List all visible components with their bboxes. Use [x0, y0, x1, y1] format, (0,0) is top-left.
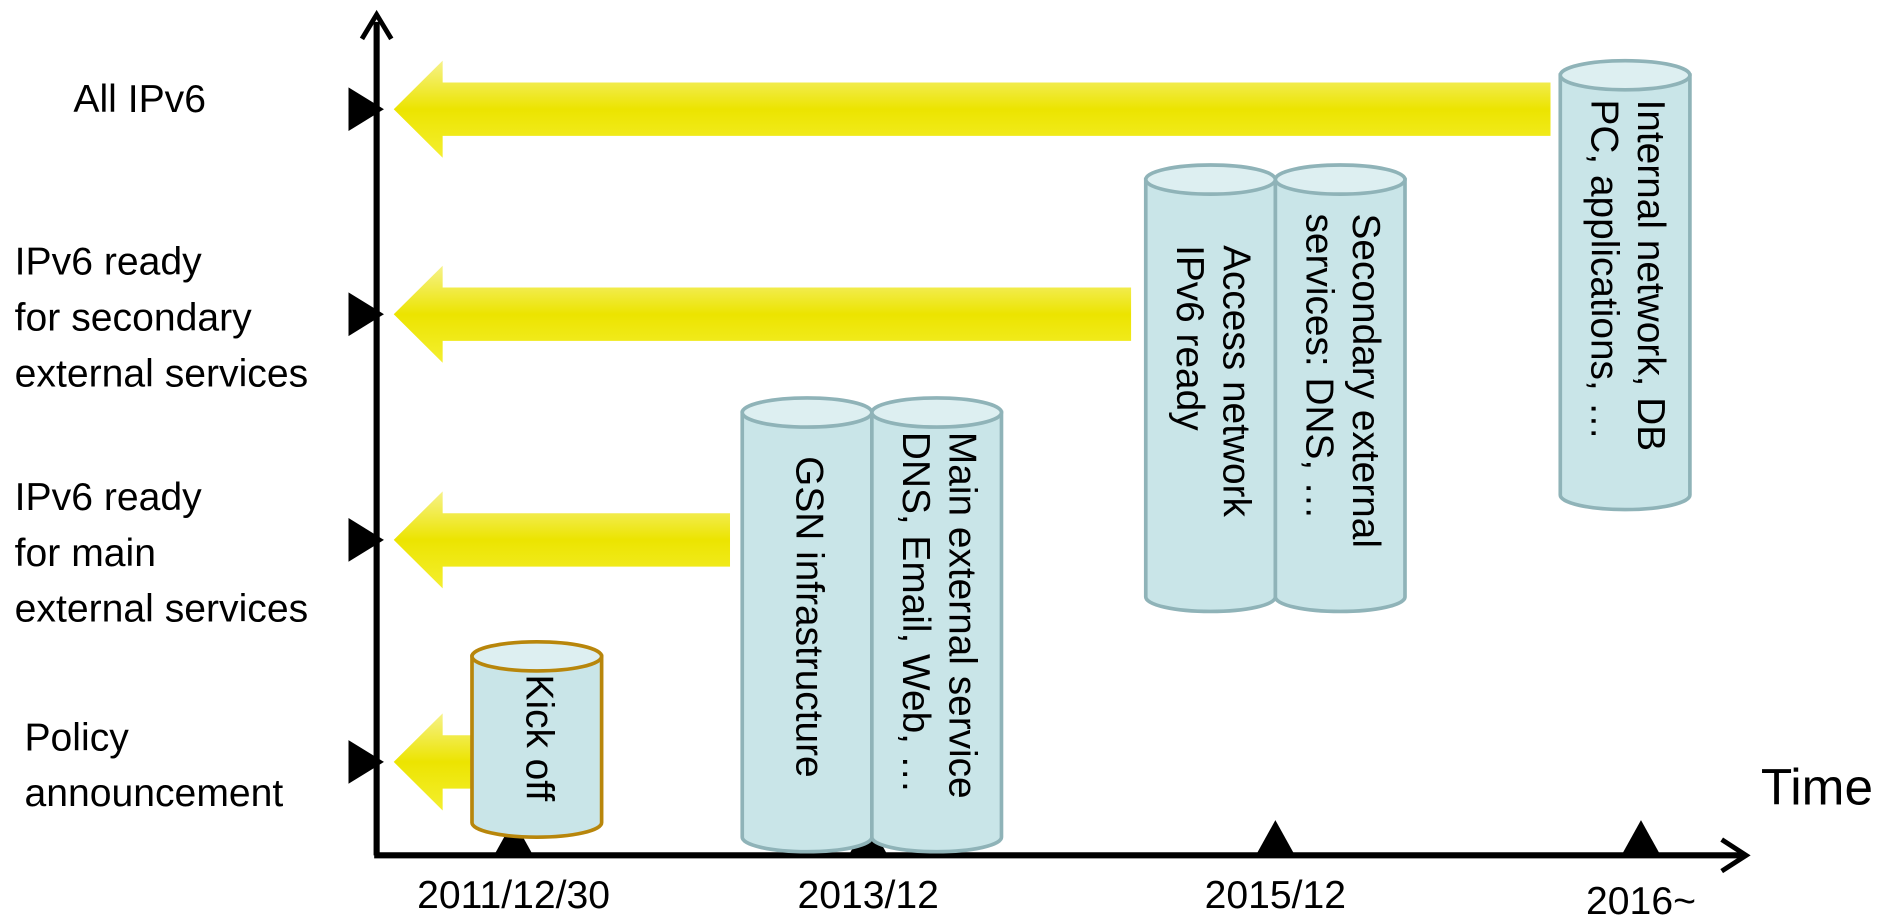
- cylinder-label: Internal network, DB: [1629, 99, 1672, 451]
- cylinder-label: IPv6 ready: [1168, 245, 1211, 431]
- level-arrow: [393, 713, 475, 811]
- level-marker: [348, 292, 384, 337]
- cylinder: [740, 410, 874, 854]
- level-marker: [348, 740, 384, 784]
- cylinder: [1143, 177, 1278, 614]
- axis-label: Time: [1761, 759, 1873, 816]
- cylinder-label: Secondary external: [1344, 214, 1387, 548]
- level-label: external services: [15, 588, 309, 631]
- cylinder-label: DNS, Email, Web, …: [894, 432, 937, 794]
- date-marker: [1621, 820, 1661, 856]
- cylinder-top: [1273, 163, 1407, 196]
- cylinder-label: Kick off: [517, 675, 560, 802]
- date-label: 2013/12: [797, 874, 938, 916]
- level-arrow: [393, 60, 1551, 158]
- cylinder-label: services: DNS, …: [1298, 214, 1341, 520]
- cylinder-top: [1558, 58, 1692, 92]
- cylinder-top: [470, 639, 604, 673]
- level-arrow: [393, 491, 731, 589]
- cylinder: [1273, 177, 1407, 614]
- level-label: IPv6 ready: [15, 241, 203, 284]
- cylinder-label: Main external service: [941, 432, 984, 799]
- level-label: external services: [15, 352, 309, 395]
- cylinder-label: GSN infrastructure: [788, 456, 831, 777]
- cylinder-top: [1143, 163, 1278, 196]
- x-axis-head: [1720, 837, 1751, 874]
- level-label: announcement: [24, 772, 283, 815]
- date-label: 2016~: [1586, 880, 1696, 916]
- level-arrow: [393, 265, 1132, 363]
- level-marker: [348, 87, 384, 132]
- date-marker: [1255, 820, 1295, 856]
- cylinder-top: [870, 396, 1004, 429]
- date-label: 2015/12: [1205, 874, 1346, 916]
- date-label: 2011/12/30: [417, 874, 610, 916]
- cylinder: [470, 654, 604, 839]
- level-label: Policy: [24, 716, 129, 759]
- cylinder: [1558, 73, 1692, 512]
- y-axis-head: [359, 9, 394, 41]
- level-label: for secondary: [15, 297, 253, 340]
- cylinder-top: [740, 396, 874, 429]
- level-label: for main: [15, 532, 156, 575]
- cylinder: [870, 410, 1004, 854]
- cylinder-label: Access network: [1214, 245, 1257, 517]
- level-marker: [348, 518, 384, 562]
- cylinder-label: PC, applications, …: [1582, 99, 1625, 440]
- level-label: All IPv6: [73, 78, 206, 121]
- level-label: IPv6 ready: [15, 476, 203, 519]
